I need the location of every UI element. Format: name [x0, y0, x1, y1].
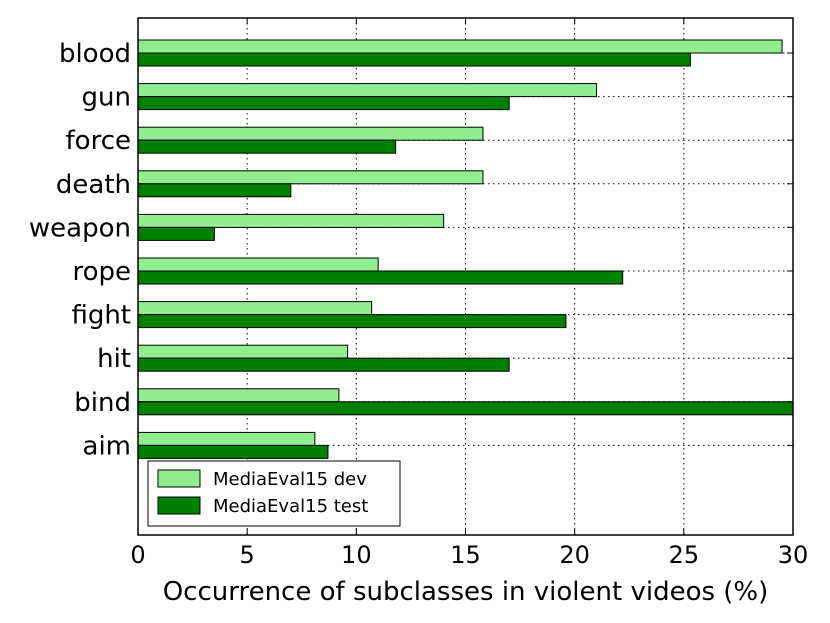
y-tick-label: aim — [83, 431, 131, 461]
bars — [137, 39, 794, 459]
x-tick-label: 15 — [450, 541, 481, 569]
bar-test-death — [137, 183, 292, 198]
bar-test-force — [137, 139, 397, 154]
x-tick-labels: 0 5 10 15 20 25 30 — [130, 541, 808, 569]
y-tick-label: bind — [74, 388, 131, 418]
y-tick-label: force — [66, 126, 131, 156]
y-tick-label: hit — [97, 344, 131, 374]
x-tick-label: 5 — [240, 541, 255, 569]
legend-label: MediaEval15 dev — [213, 469, 367, 490]
bar-dev-aim — [137, 431, 316, 446]
y-tick-label: death — [56, 170, 131, 200]
bar-test-blood — [137, 52, 691, 67]
bar-dev-blood — [137, 39, 783, 54]
legend-swatch — [157, 469, 201, 488]
x-tick-label: 0 — [130, 541, 145, 569]
bar-test-hit — [137, 357, 510, 372]
x-tick-label: 20 — [559, 541, 590, 569]
bar-test-aim — [137, 444, 329, 459]
x-tick-label: 30 — [778, 541, 809, 569]
bar-dev-force — [137, 126, 484, 141]
legend: MediaEval15 dev MediaEval15 test — [147, 460, 401, 527]
y-tick-label: fight — [71, 301, 131, 331]
x-tick-label: 25 — [669, 541, 700, 569]
bar-dev-bind — [137, 388, 340, 403]
bar-dev-hit — [137, 344, 349, 359]
legend-label: MediaEval15 test — [213, 496, 368, 517]
bar-test-fight — [137, 314, 567, 329]
y-tick-label: weapon — [29, 213, 131, 243]
y-tick-label: rope — [72, 257, 131, 287]
y-tick-label: gun — [82, 83, 131, 113]
y-tick-labels: blood gun force death weapon rope fight hit bind… — [29, 39, 131, 461]
bar-dev-fight — [137, 301, 373, 316]
legend-swatch — [157, 496, 201, 515]
axis-ticks — [137, 18, 794, 535]
bar-dev-death — [137, 170, 484, 185]
bar-test-rope — [137, 270, 624, 285]
bar-dev-weapon — [137, 213, 445, 228]
bar-dev-gun — [137, 83, 597, 98]
x-axis-label: Occurrence of subclasses in violent vide… — [163, 577, 769, 607]
bar-test-gun — [137, 96, 510, 111]
bar-test-bind — [137, 401, 794, 416]
x-tick-label: 10 — [341, 541, 372, 569]
bar-test-weapon — [137, 226, 215, 241]
y-tick-label: blood — [59, 39, 131, 69]
bar-dev-rope — [137, 257, 379, 272]
